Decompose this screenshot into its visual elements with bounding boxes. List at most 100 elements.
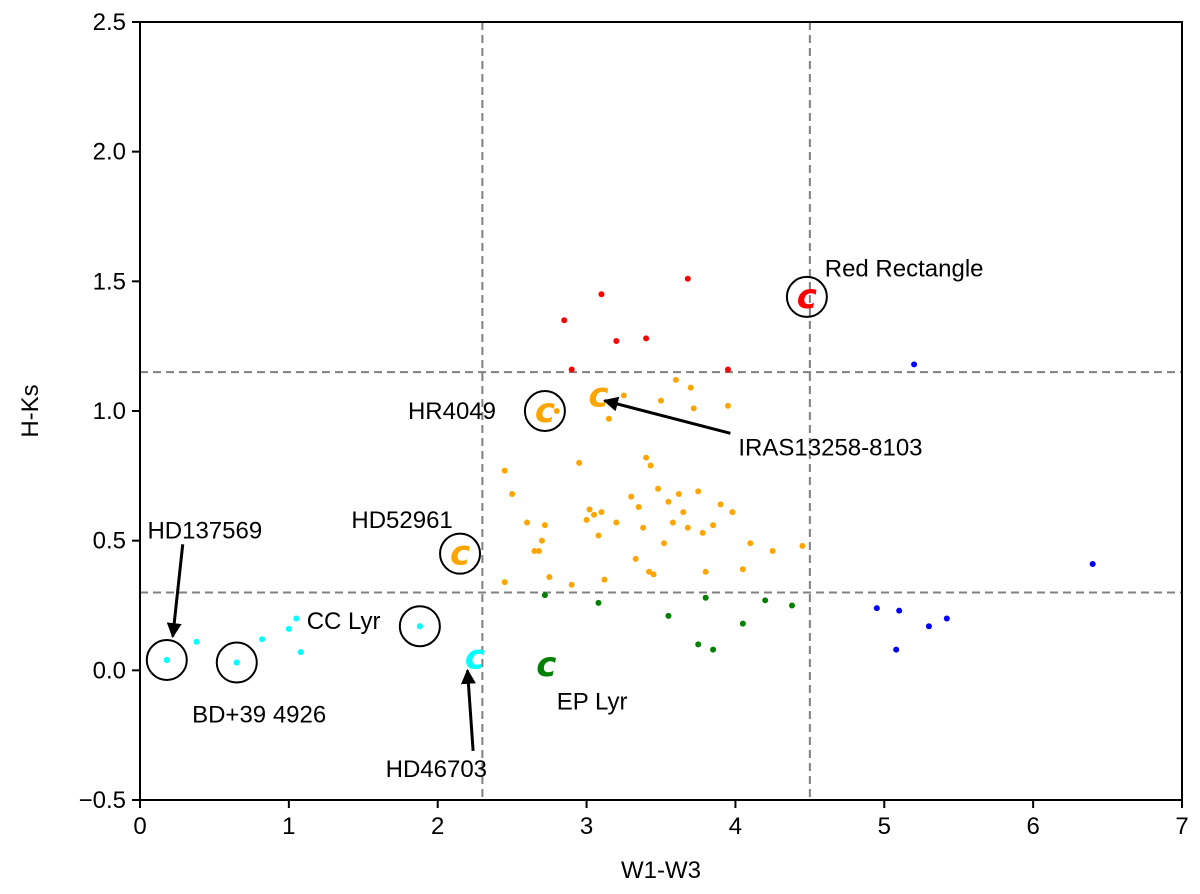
y-axis-ticks: −0.5 0.0 0.5 1.0 1.5 2.0 2.5 xyxy=(79,9,140,814)
data-point xyxy=(739,566,746,573)
data-point xyxy=(632,555,639,562)
y-tick-label: 0.0 xyxy=(93,657,126,684)
highlighted-point xyxy=(416,623,423,630)
annotation-arrow xyxy=(166,544,185,639)
data-point xyxy=(747,540,754,547)
data-point xyxy=(285,625,292,632)
data-points xyxy=(163,275,1096,666)
data-point xyxy=(724,366,731,373)
highlight-ring xyxy=(398,605,441,648)
data-point xyxy=(568,581,575,588)
x-axis-ticks: 0 1 2 3 4 5 6 7 xyxy=(133,800,1189,840)
y-axis-label: H-Ks xyxy=(17,384,44,437)
data-point xyxy=(684,275,691,282)
data-point xyxy=(535,548,542,555)
data-point xyxy=(702,568,709,575)
data-point xyxy=(595,532,602,539)
data-point xyxy=(710,522,717,529)
annotation-arrow xyxy=(602,396,731,435)
x-tick-label: 5 xyxy=(878,813,891,840)
data-point xyxy=(598,291,605,298)
data-point xyxy=(613,337,620,344)
x-tick-label: 6 xyxy=(1026,813,1039,840)
data-point xyxy=(873,605,880,612)
data-point xyxy=(717,501,724,508)
annotation-label: HR4049 xyxy=(408,398,496,425)
data-point xyxy=(598,509,605,516)
data-point xyxy=(591,511,598,518)
highlight-ring xyxy=(215,641,258,684)
y-tick-label: 2.5 xyxy=(93,9,126,36)
highlighted-c-marker: c xyxy=(465,637,485,677)
highlighted-point xyxy=(233,659,240,666)
x-tick-label: 3 xyxy=(580,813,593,840)
data-point xyxy=(788,602,795,609)
annotations: Red Rectangle HR4049 IRAS13258-8103 HD52961… xyxy=(147,255,983,783)
data-point xyxy=(762,597,769,604)
data-point xyxy=(684,524,691,531)
data-point xyxy=(687,384,694,391)
data-point xyxy=(538,537,545,544)
highlighted-point xyxy=(163,656,170,663)
annotation-label: Red Rectangle xyxy=(825,255,984,282)
data-point xyxy=(672,376,679,383)
data-point xyxy=(911,361,918,368)
data-point xyxy=(943,615,950,622)
annotation-label: HD46703 xyxy=(386,756,487,783)
data-point xyxy=(702,594,709,601)
data-point xyxy=(576,459,583,466)
data-point xyxy=(680,509,687,516)
data-point xyxy=(193,638,200,645)
data-point xyxy=(640,524,647,531)
data-point xyxy=(613,519,620,526)
annotation-label: EP Lyr xyxy=(557,688,628,715)
data-point xyxy=(541,522,548,529)
highlighted-c-marker: c xyxy=(588,375,608,415)
x-tick-label: 7 xyxy=(1175,813,1188,840)
data-point xyxy=(531,548,538,555)
annotation-arrow xyxy=(460,668,476,751)
data-point xyxy=(568,366,575,373)
highlighted-c-marker: c xyxy=(797,277,817,317)
data-point xyxy=(739,620,746,627)
y-tick-label: 2.0 xyxy=(93,139,126,166)
data-point xyxy=(501,579,508,586)
annotation-label: IRAS13258-8103 xyxy=(738,434,922,461)
data-point xyxy=(524,519,531,526)
data-point xyxy=(541,592,548,599)
y-tick-label: −0.5 xyxy=(79,787,126,814)
data-point xyxy=(669,519,676,526)
y-tick-label: 1.0 xyxy=(93,398,126,425)
data-point xyxy=(259,636,266,643)
data-point xyxy=(729,509,736,516)
data-point xyxy=(620,392,627,399)
annotation-label: BD+39 4926 xyxy=(192,701,326,728)
data-point xyxy=(675,490,682,497)
data-point xyxy=(699,529,706,536)
data-point xyxy=(896,607,903,614)
data-point xyxy=(561,317,568,324)
x-tick-label: 4 xyxy=(729,813,742,840)
data-point xyxy=(650,571,657,578)
y-tick-label: 0.5 xyxy=(93,528,126,555)
reference-lines xyxy=(140,22,1182,800)
data-point xyxy=(658,397,664,404)
highlighted-c-marker: c xyxy=(450,534,470,574)
data-point xyxy=(605,415,612,422)
data-point xyxy=(695,641,702,648)
data-point xyxy=(724,402,731,409)
data-point xyxy=(293,615,300,622)
data-point xyxy=(501,467,508,474)
plot-frame xyxy=(139,21,1183,801)
data-point xyxy=(925,623,932,630)
data-point xyxy=(647,462,654,469)
annotation-label: HD52961 xyxy=(351,507,452,534)
data-point xyxy=(601,576,608,583)
x-tick-label: 0 xyxy=(133,813,146,840)
data-point xyxy=(628,493,635,500)
highlighted-c-marker: c xyxy=(535,391,555,431)
data-point xyxy=(546,573,553,580)
data-point xyxy=(643,335,650,342)
x-tick-label: 2 xyxy=(431,813,444,840)
